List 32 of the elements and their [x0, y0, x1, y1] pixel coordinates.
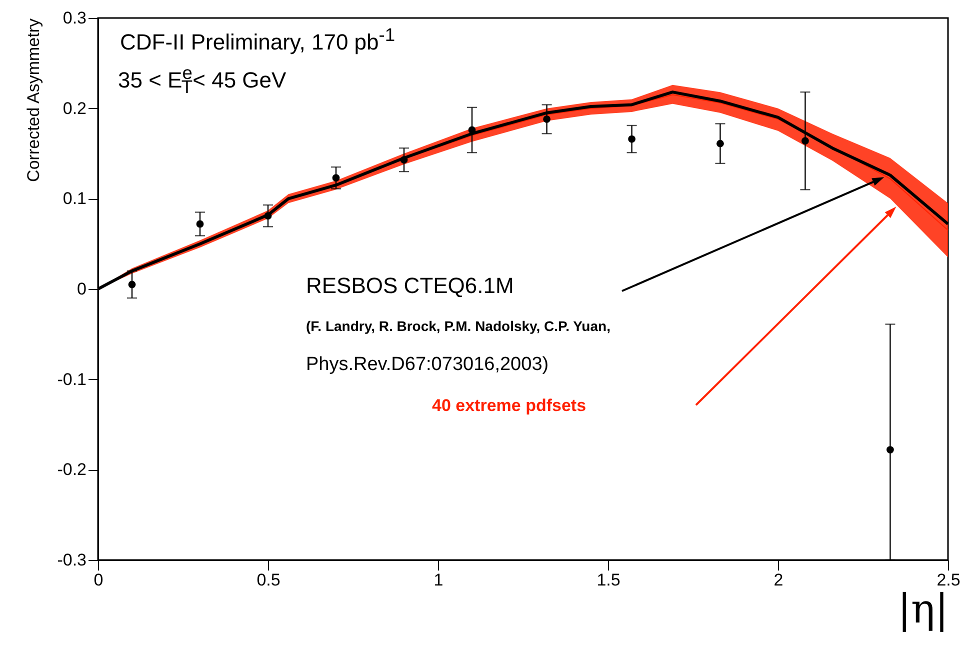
- point: [716, 140, 724, 148]
- y-tick-label: 0: [77, 280, 86, 298]
- text: RESBOS CTEQ6.1M: [306, 273, 514, 299]
- x-tick-label: 1: [434, 570, 444, 590]
- x-tick-label: 1.5: [596, 570, 620, 590]
- point: [332, 174, 340, 182]
- y-tick-label: -0.3: [57, 550, 86, 570]
- point: [400, 156, 408, 164]
- point: [628, 135, 636, 143]
- chart-title: CDF-II Preliminary, 170 pb$^{-1}$: [120, 24, 396, 56]
- annotation: Phys.Rev.D67:073016,2003): [306, 354, 549, 376]
- y-tick-label: 0.2: [62, 98, 86, 118]
- point: [128, 280, 136, 288]
- x-axis-title: |η|: [898, 586, 948, 632]
- y-tick-label: -0.1: [57, 370, 86, 389]
- y-tick-label: 0.1: [62, 189, 86, 208]
- x-tick-label: 0: [94, 570, 104, 590]
- point: [264, 212, 272, 220]
- annotation: (F. Landry, R. Brock, P.M. Nadolsky, C.P. Yuan,: [306, 318, 610, 334]
- point: [543, 115, 551, 123]
- point: [468, 126, 476, 134]
- point: [801, 137, 809, 145]
- text: 35 < E$^{e}$$_{T}$< 45 GeV: [118, 62, 286, 98]
- y-tick-label: 0.3: [62, 8, 86, 28]
- point: [196, 220, 204, 228]
- y-axis-title: Corrected Asymmetry: [24, 18, 44, 182]
- x-tick-label: 2: [774, 570, 784, 590]
- x-tick-label: 0.5: [256, 570, 280, 590]
- text: 40 extreme pdfsets: [432, 396, 586, 416]
- x-tick-label: 2.5: [936, 570, 960, 590]
- y-tick-label: -0.2: [57, 460, 86, 480]
- point: [886, 446, 894, 454]
